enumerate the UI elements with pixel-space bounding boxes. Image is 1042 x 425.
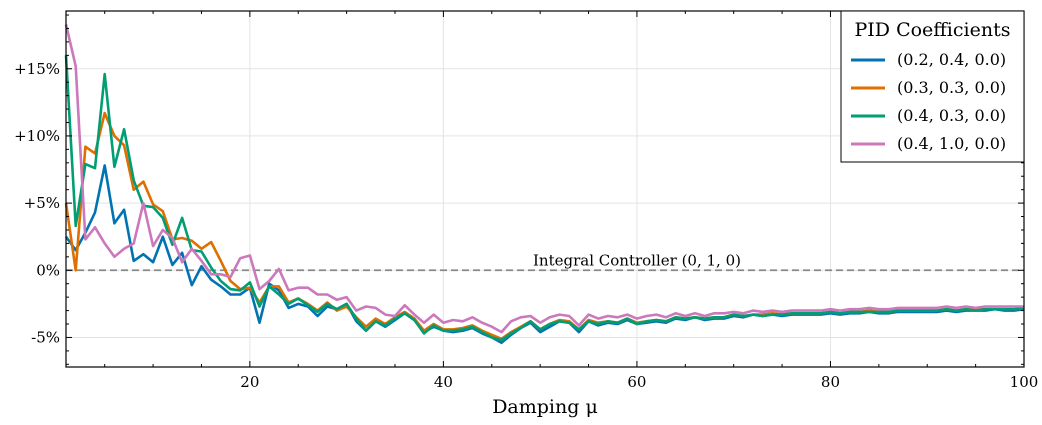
legend: PID Coefficients (0.2, 0.4, 0.0) (0.3, 0.…: [840, 10, 1025, 163]
reference-line-label: Integral Controller (0, 1, 0): [533, 251, 741, 269]
plot-frame: [65, 10, 1025, 368]
x-tick-label: 40: [434, 373, 453, 391]
x-tick-label: 60: [627, 373, 646, 391]
series-lines: [64, 24, 1025, 345]
y-tick-label: +15%: [14, 60, 60, 78]
series-line: [64, 24, 1024, 334]
y-tick-label: 0%: [36, 261, 60, 279]
legend-label: (0.4, 1.0, 0.0): [897, 134, 1006, 153]
legend-items: (0.2, 0.4, 0.0) (0.3, 0.3, 0.0) (0.4, 0.3,…: [851, 50, 1006, 153]
legend-title: PID Coefficients: [855, 19, 1011, 41]
legend-label: (0.2, 0.4, 0.0): [897, 50, 1006, 69]
y-tick-label: -5%: [31, 328, 60, 346]
legend-label: (0.3, 0.3, 0.0): [897, 78, 1006, 97]
axis-ticks: 20 40 60 80 100 -5% 0% +5% +10% +15%: [14, 11, 1038, 391]
legend-label: (0.4, 0.3, 0.0): [897, 106, 1006, 125]
series-line: [64, 55, 1025, 342]
x-axis-title: Damping μ: [492, 396, 598, 418]
x-tick-label: 100: [1010, 373, 1039, 391]
y-tick-label: +10%: [14, 127, 60, 145]
x-tick-label: 80: [821, 373, 840, 391]
y-tick-label: +5%: [24, 194, 60, 212]
x-tick-label: 20: [240, 373, 259, 391]
